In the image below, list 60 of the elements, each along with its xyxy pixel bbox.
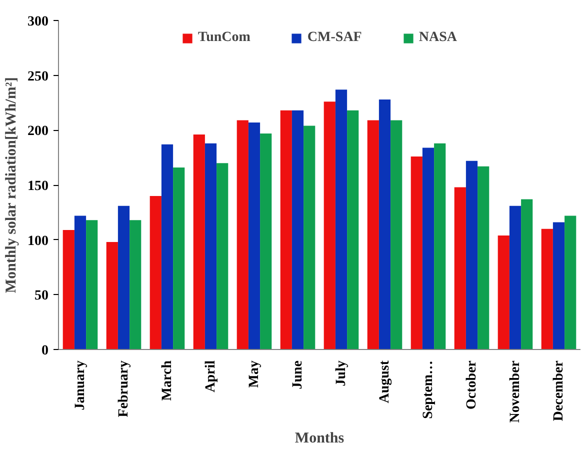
legend-label: TunCom (198, 30, 250, 46)
bar (161, 144, 174, 350)
bar (204, 143, 217, 350)
bar (422, 148, 434, 350)
bar (541, 228, 553, 350)
x-tick-label: January (72, 360, 88, 410)
y-tick-label: 50 (34, 288, 48, 304)
bar (216, 163, 228, 350)
bar (378, 99, 391, 350)
bar (304, 126, 316, 350)
bar (292, 110, 304, 350)
bar (150, 196, 162, 350)
y-tick-label: 200 (28, 124, 48, 140)
bar (466, 160, 478, 350)
bar (74, 216, 86, 350)
x-tick-label: March (160, 360, 175, 401)
legend-label: CM-SAF (307, 30, 362, 46)
legend-label: NASA (418, 30, 457, 46)
bar (106, 242, 118, 350)
bar (521, 199, 533, 350)
bar (552, 222, 565, 350)
bar (564, 216, 576, 350)
x-tick-label: November (508, 360, 523, 423)
x-tick-label: February (116, 360, 132, 418)
bar (130, 220, 142, 350)
bar (410, 156, 422, 350)
bar (367, 120, 379, 350)
bar (324, 102, 336, 350)
bar (434, 143, 446, 350)
x-tick-label: October (464, 360, 480, 410)
bar (478, 166, 490, 350)
y-tick-label: 300 (28, 14, 48, 30)
x-axis-title: Months (294, 430, 344, 447)
bar (454, 187, 466, 350)
y-tick-label: 0 (42, 344, 48, 358)
y-tick-label: 100 (28, 234, 48, 249)
bar (498, 235, 510, 350)
bar (280, 110, 292, 350)
y-tick-label: 150 (28, 179, 48, 194)
bar (509, 206, 522, 350)
x-tick-label: December (551, 360, 566, 422)
bar (260, 133, 272, 350)
bar (86, 220, 98, 350)
x-tick-label: Septem… (420, 360, 436, 419)
x-tick-label: July (334, 360, 349, 386)
y-tick-label: 250 (28, 69, 48, 84)
bar (173, 167, 185, 350)
x-tick-label: May (246, 360, 262, 388)
bar (335, 90, 348, 350)
bar (347, 110, 359, 350)
bar (118, 206, 130, 350)
x-tick-label: June (290, 360, 306, 390)
x-tick-label: August (377, 360, 392, 404)
bar (236, 120, 248, 350)
bar (390, 120, 402, 350)
bar (248, 122, 260, 350)
y-axis-title: Monthly solar radiation[kWh/m²] (4, 77, 20, 294)
bar (62, 230, 74, 350)
x-tick-label: April (203, 360, 218, 392)
bar (193, 134, 205, 350)
